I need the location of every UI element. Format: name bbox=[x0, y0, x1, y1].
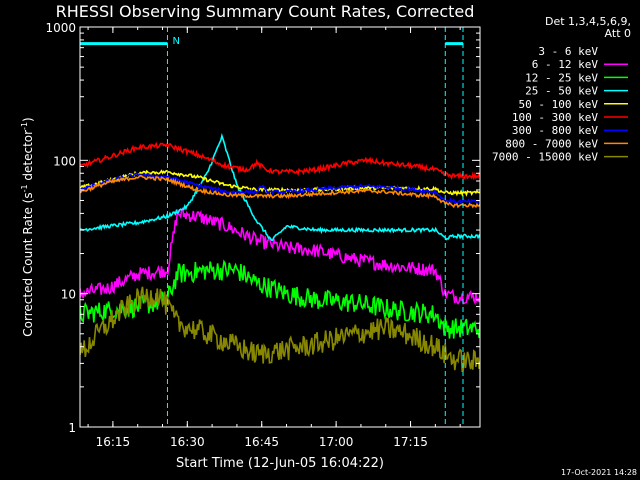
y-axis-label-sup2: -1 bbox=[20, 122, 29, 130]
y-tick-label-0: 1 bbox=[68, 421, 76, 435]
x-tick-label-4: 17:15 bbox=[393, 435, 428, 449]
y-axis-label-main: Corrected Count Rate (s bbox=[21, 192, 35, 336]
y-tick-label-3: 1000 bbox=[45, 21, 76, 35]
series-line-7 bbox=[80, 174, 480, 209]
series-group-3 bbox=[80, 132, 480, 242]
legend-label-5: 100 - 300 keV bbox=[512, 111, 598, 124]
y-axis-label: Corrected Count Rate (s-1 detector-1) bbox=[20, 117, 35, 336]
x-tick-label-3: 17:00 bbox=[319, 435, 354, 449]
footer-timestamp: 17-Oct-2021 14:28 bbox=[561, 468, 637, 477]
y-tick-label-2: 100 bbox=[53, 154, 76, 168]
series-group-0 bbox=[80, 228, 480, 427]
legend-label-2: 12 - 25 keV bbox=[525, 71, 598, 84]
legend-label-0: 3 - 6 keV bbox=[538, 45, 598, 58]
chart-title: RHESSI Observing Summary Count Rates, Co… bbox=[56, 2, 475, 21]
series-layer bbox=[80, 132, 480, 427]
legend-label-6: 300 - 800 keV bbox=[512, 124, 598, 137]
time-marker-label-0: N bbox=[172, 36, 179, 47]
x-tick-label-1: 16:30 bbox=[170, 435, 205, 449]
series-group-5 bbox=[80, 141, 480, 181]
legend-label-8: 7000 - 15000 keV bbox=[492, 151, 598, 164]
legend-header-line1: Det 1,3,4,5,6,9, bbox=[545, 15, 631, 28]
series-group-8 bbox=[80, 286, 480, 373]
marker-layer: N bbox=[80, 27, 464, 427]
x-tick-label-2: 16:45 bbox=[244, 435, 279, 449]
series-line-6 bbox=[80, 172, 480, 205]
series-group-1 bbox=[80, 206, 480, 306]
series-line-5 bbox=[80, 141, 480, 181]
x-axis-label: Start Time (12-Jun-05 16:04:22) bbox=[176, 456, 384, 471]
legend-label-7: 800 - 7000 keV bbox=[505, 137, 598, 150]
series-line-0 bbox=[80, 228, 480, 427]
legend-header-line2: Att 0 bbox=[605, 27, 631, 40]
y-axis-label-mid: detector bbox=[21, 130, 35, 185]
x-tick-label-0: 16:15 bbox=[96, 435, 131, 449]
legend-label-3: 25 - 50 keV bbox=[525, 85, 598, 98]
series-line-4 bbox=[80, 169, 480, 197]
series-line-3 bbox=[80, 132, 480, 242]
axis-layer: 16:15 16:30 16:45 17:00 17:15 1 10 100 1000 bbox=[45, 21, 480, 449]
series-line-8 bbox=[80, 286, 480, 373]
series-line-1 bbox=[80, 206, 480, 306]
series-group-4 bbox=[80, 169, 480, 197]
legend-label-4: 50 - 100 keV bbox=[519, 98, 599, 111]
y-tick-label-1: 10 bbox=[61, 288, 76, 302]
y-axis-label-sup1: -1 bbox=[20, 184, 29, 192]
plot-frame bbox=[79, 26, 481, 428]
series-group-6 bbox=[80, 172, 480, 205]
legend-label-1: 6 - 12 keV bbox=[532, 58, 599, 71]
series-group-7 bbox=[80, 174, 480, 209]
y-axis-label-end: ) bbox=[21, 117, 35, 122]
